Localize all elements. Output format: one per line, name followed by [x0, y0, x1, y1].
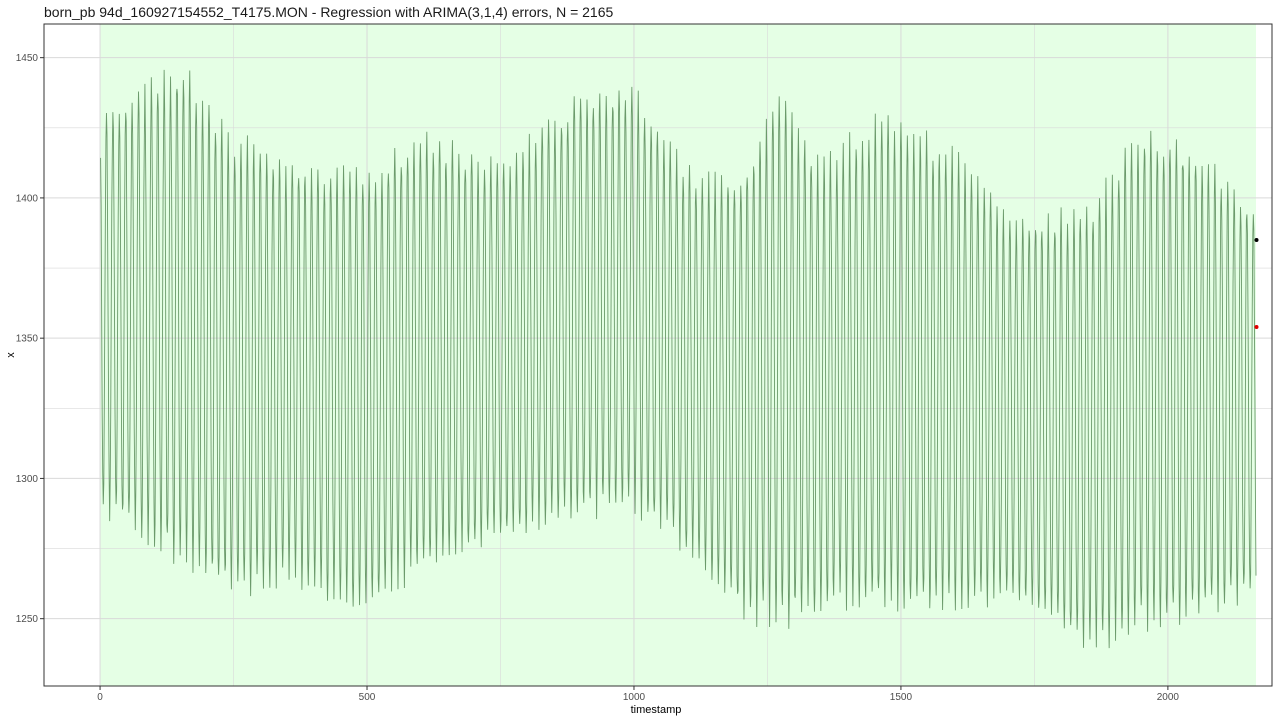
y-tick-label: 1400: [16, 193, 39, 204]
x-tick-label: 1500: [890, 692, 913, 703]
y-tick-label: 1350: [16, 334, 39, 345]
chart-title: born_pb 94d_160927154552_T4175.MON - Reg…: [44, 4, 614, 20]
x-tick-label: 500: [359, 692, 376, 703]
series-layer: [100, 69, 1257, 649]
marker-layer: [1254, 237, 1259, 329]
x-axis-title: timestamp: [631, 704, 682, 716]
x-tick-label: 2000: [1157, 692, 1180, 703]
plot-border: [43, 23, 1273, 687]
y-tick-label: 1300: [16, 474, 39, 485]
series-line: [100, 69, 1257, 649]
axis-layer: 0 500 1000 1500 2000 1250 1300 1350 1400 1450 time…: [5, 23, 1273, 716]
x-tick-label: 1000: [623, 692, 646, 703]
marker-last-observed: [1254, 237, 1259, 242]
y-tick-label: 1450: [16, 53, 39, 64]
x-tick-label: 0: [97, 692, 103, 703]
marker-forecast: [1254, 324, 1259, 329]
y-axis-title: x: [5, 352, 17, 358]
y-tick-label: 1250: [16, 614, 39, 625]
